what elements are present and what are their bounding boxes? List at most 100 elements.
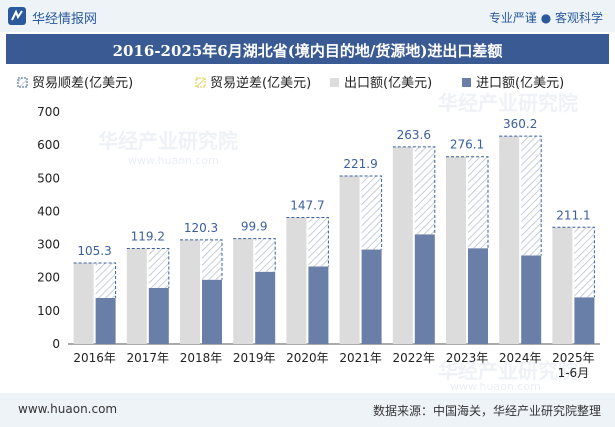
x-tick-label: 2017年 <box>127 351 170 365</box>
legend-label: 贸易顺差(亿美元) <box>32 76 133 91</box>
legend-item: 出口额(亿美元) <box>330 76 432 91</box>
export-bar <box>73 262 94 344</box>
website-url[interactable]: www.huaon.com <box>18 402 118 416</box>
legend-swatch <box>17 77 28 88</box>
import-bar <box>308 266 329 344</box>
export-bar <box>180 239 200 344</box>
footer: www.huaon.com 数据来源：中国海关，华经产业研究院整理 <box>0 393 615 427</box>
watermark-text: 华经产业研究院 <box>438 91 578 115</box>
watermark-text: 华经产业研究院 <box>98 129 238 153</box>
surplus-segment <box>202 239 222 280</box>
chart-title: 2016-2025年6月湖北省(境内目的地/货源地)进出口差额 <box>112 42 503 60</box>
legend-label: 进口额(亿美元) <box>476 76 564 91</box>
watermark-url: www.huaon.com <box>450 380 541 393</box>
data-source: 数据来源：中国海关，华经产业研究院整理 <box>372 404 601 418</box>
surplus-outline <box>552 226 595 298</box>
slogan: 专业严谨 ● 客观科学 <box>488 11 603 25</box>
legend-label: 出口额(亿美元) <box>344 76 432 91</box>
export-bar <box>233 238 254 344</box>
surplus-data-label: 120.3 <box>184 221 218 235</box>
surplus-data-label: 276.1 <box>450 138 484 152</box>
surplus-outline <box>233 238 276 272</box>
legend-item: 贸易逆差(亿美元) <box>195 75 311 91</box>
x-tick-label: 2018年 <box>180 351 223 365</box>
watermark-text: 华经产业研究院 <box>438 359 578 383</box>
surplus-data-label: 211.1 <box>556 208 590 222</box>
x-tick-label: 2023年 <box>446 351 489 365</box>
import-bar <box>148 287 169 344</box>
surplus-segment <box>95 263 116 298</box>
surplus-segment <box>308 217 329 267</box>
import-bar <box>95 297 116 344</box>
x-tick-label: 1-6月 <box>558 366 590 380</box>
export-bar <box>446 156 466 344</box>
surplus-segment <box>574 227 595 298</box>
surplus-outline <box>126 247 170 288</box>
x-tick-label: 2025年 <box>552 351 595 365</box>
huajing-logo-icon <box>8 7 26 25</box>
x-tick-label: 2020年 <box>286 351 329 365</box>
y-tick-label: 0 <box>52 337 60 351</box>
y-tick-label: 600 <box>37 138 60 152</box>
surplus-segment <box>521 136 542 256</box>
surplus-outline <box>392 146 436 235</box>
surplus-segment <box>361 175 382 250</box>
legend-item: 进口额(亿美元) <box>462 76 564 91</box>
legend-swatch <box>195 77 206 88</box>
y-tick-label: 400 <box>37 204 60 218</box>
surplus-outline <box>339 175 383 250</box>
data-labels: 105.3 119.2 120.3 99.9 147.7 221.9 263.6 276.1 3… <box>77 117 590 258</box>
title-bar: 2016-2025年6月湖北省(境内目的地/货源地)进出口差额 <box>6 34 609 64</box>
x-tick-label: 2016年 <box>73 351 116 365</box>
import-bar <box>521 255 542 344</box>
import-bar <box>468 248 488 344</box>
surplus-outline <box>73 262 117 298</box>
brand-name: 华经情报网 <box>32 12 98 27</box>
import-bar <box>574 297 595 344</box>
x-tick-label: 2021年 <box>339 351 382 365</box>
export-bar <box>552 227 573 344</box>
surplus-outline <box>180 239 223 280</box>
surplus-data-label: 105.3 <box>77 244 111 258</box>
y-tick-label: 100 <box>37 304 60 318</box>
legend-item: 贸易顺差(亿美元) <box>17 76 133 91</box>
x-tick-label: 2019年 <box>233 351 276 365</box>
legend-swatch <box>462 78 471 87</box>
y-tick-label: 300 <box>37 238 60 252</box>
export-bar <box>286 217 307 344</box>
surplus-segment <box>414 146 435 235</box>
legend-swatch <box>330 78 339 87</box>
surplus-data-label: 221.9 <box>343 157 377 171</box>
surplus-segment <box>468 156 488 249</box>
watermark: 华经产业研究院 华经产业研究院 华经产业研究院 www.huaon.com ww… <box>98 91 578 393</box>
legend-label: 贸易逆差(亿美元) <box>210 75 311 91</box>
x-tick-label: 2024年 <box>499 351 542 365</box>
bars <box>73 135 595 344</box>
surplus-segment <box>255 238 276 272</box>
import-bar <box>361 249 382 344</box>
export-bar <box>392 146 413 344</box>
y-tick-label: 500 <box>37 171 60 185</box>
watermark-url: www.huaon.com <box>128 154 219 167</box>
surplus-outline <box>286 216 329 267</box>
x-tick-label: 2022年 <box>393 351 436 365</box>
surplus-data-label: 360.2 <box>503 117 537 131</box>
export-bar <box>499 136 520 344</box>
import-bar <box>414 234 435 344</box>
surplus-segment <box>148 248 169 288</box>
surplus-data-label: 99.9 <box>241 220 268 234</box>
legend: 贸易顺差(亿美元) 贸易逆差(亿美元) 出口额(亿美元) 进口额(亿美元) <box>17 75 564 91</box>
surplus-outline <box>499 135 542 256</box>
surplus-data-label: 147.7 <box>290 198 324 212</box>
export-bar <box>126 248 147 344</box>
surplus-data-label: 119.2 <box>131 229 165 243</box>
y-tick-label: 700 <box>37 105 60 119</box>
top-bar: 华经情报网 专业严谨 ● 客观科学 <box>0 0 615 32</box>
surplus-data-label: 263.6 <box>397 128 431 142</box>
surplus-outline <box>446 156 489 249</box>
import-bar <box>202 279 222 344</box>
export-bar <box>339 175 360 344</box>
chart-area: 贸易顺差(亿美元) 贸易逆差(亿美元) 出口额(亿美元) 进口额(亿美元) 华经产业研… <box>17 75 600 393</box>
import-bar <box>255 271 276 344</box>
y-tick-label: 200 <box>37 271 60 285</box>
